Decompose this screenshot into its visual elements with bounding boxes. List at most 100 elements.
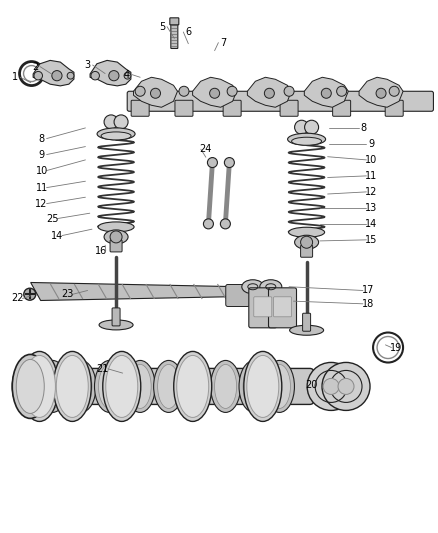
Text: 4: 4 (124, 70, 130, 79)
Ellipse shape (289, 227, 325, 237)
FancyBboxPatch shape (280, 100, 298, 116)
Ellipse shape (101, 132, 131, 140)
Ellipse shape (98, 222, 134, 232)
FancyBboxPatch shape (254, 297, 272, 317)
Circle shape (265, 88, 274, 98)
Circle shape (300, 236, 313, 248)
Ellipse shape (239, 360, 269, 413)
Circle shape (114, 115, 128, 129)
Text: 12: 12 (365, 187, 378, 197)
Ellipse shape (243, 365, 265, 408)
Ellipse shape (23, 356, 56, 417)
FancyBboxPatch shape (170, 18, 179, 25)
Ellipse shape (247, 356, 279, 417)
Ellipse shape (21, 351, 58, 422)
Ellipse shape (177, 356, 209, 417)
Circle shape (91, 71, 99, 80)
Circle shape (389, 86, 399, 96)
Text: 9: 9 (368, 139, 374, 149)
Circle shape (220, 219, 230, 229)
FancyBboxPatch shape (303, 313, 311, 331)
Circle shape (208, 158, 217, 167)
Text: 1: 1 (12, 72, 18, 82)
FancyBboxPatch shape (268, 288, 297, 328)
FancyBboxPatch shape (226, 285, 250, 306)
Text: 9: 9 (39, 150, 45, 159)
Circle shape (34, 71, 42, 80)
FancyBboxPatch shape (127, 91, 434, 111)
FancyBboxPatch shape (249, 288, 277, 328)
Circle shape (110, 231, 122, 243)
Ellipse shape (16, 359, 44, 414)
Ellipse shape (42, 365, 64, 408)
Ellipse shape (290, 325, 324, 335)
FancyBboxPatch shape (175, 100, 193, 116)
Circle shape (109, 70, 119, 81)
Circle shape (337, 86, 346, 96)
Circle shape (227, 86, 237, 96)
Ellipse shape (295, 235, 318, 249)
Text: 14: 14 (365, 219, 378, 229)
Circle shape (67, 72, 74, 79)
Ellipse shape (12, 354, 48, 418)
FancyBboxPatch shape (300, 245, 313, 257)
Circle shape (304, 120, 318, 134)
Ellipse shape (260, 280, 282, 294)
Ellipse shape (268, 365, 290, 408)
Text: 3: 3 (85, 60, 91, 70)
Ellipse shape (53, 351, 91, 422)
Text: 14: 14 (51, 231, 63, 240)
Ellipse shape (292, 137, 321, 145)
Circle shape (179, 86, 189, 96)
Ellipse shape (66, 360, 96, 413)
Ellipse shape (95, 360, 124, 413)
FancyBboxPatch shape (18, 368, 314, 405)
Text: 6: 6 (185, 27, 191, 37)
FancyBboxPatch shape (112, 308, 120, 326)
Circle shape (376, 88, 386, 98)
Ellipse shape (174, 351, 212, 422)
Ellipse shape (288, 133, 325, 145)
Text: 11: 11 (35, 183, 48, 192)
Ellipse shape (158, 365, 180, 408)
Polygon shape (134, 77, 177, 107)
Ellipse shape (38, 360, 67, 413)
Circle shape (322, 362, 370, 410)
Text: 15: 15 (365, 235, 378, 245)
Ellipse shape (215, 365, 237, 408)
FancyBboxPatch shape (171, 21, 178, 49)
Circle shape (323, 378, 339, 394)
Circle shape (124, 72, 131, 79)
Text: 5: 5 (159, 22, 165, 31)
Circle shape (284, 86, 294, 96)
Text: 17: 17 (362, 286, 374, 295)
Circle shape (104, 115, 118, 129)
Text: 11: 11 (365, 171, 378, 181)
Ellipse shape (154, 360, 184, 413)
FancyBboxPatch shape (110, 240, 122, 252)
Circle shape (321, 88, 331, 98)
Ellipse shape (99, 365, 120, 408)
Circle shape (151, 88, 160, 98)
Circle shape (52, 70, 62, 81)
Ellipse shape (104, 230, 128, 244)
Ellipse shape (186, 365, 208, 408)
Text: 24: 24 (200, 144, 212, 154)
Text: 2: 2 (32, 62, 38, 71)
Text: 21: 21 (97, 364, 109, 374)
Polygon shape (33, 60, 74, 86)
Text: 25: 25 (46, 214, 59, 223)
Text: 19: 19 (390, 343, 403, 352)
Polygon shape (31, 282, 243, 301)
Circle shape (295, 120, 309, 134)
Ellipse shape (182, 360, 212, 413)
Circle shape (307, 362, 355, 410)
Polygon shape (193, 77, 237, 107)
Text: 7: 7 (220, 38, 226, 47)
FancyBboxPatch shape (223, 100, 241, 116)
Ellipse shape (56, 356, 88, 417)
Circle shape (135, 86, 145, 96)
Polygon shape (359, 77, 403, 107)
Text: 10: 10 (35, 166, 48, 175)
FancyBboxPatch shape (131, 100, 149, 116)
